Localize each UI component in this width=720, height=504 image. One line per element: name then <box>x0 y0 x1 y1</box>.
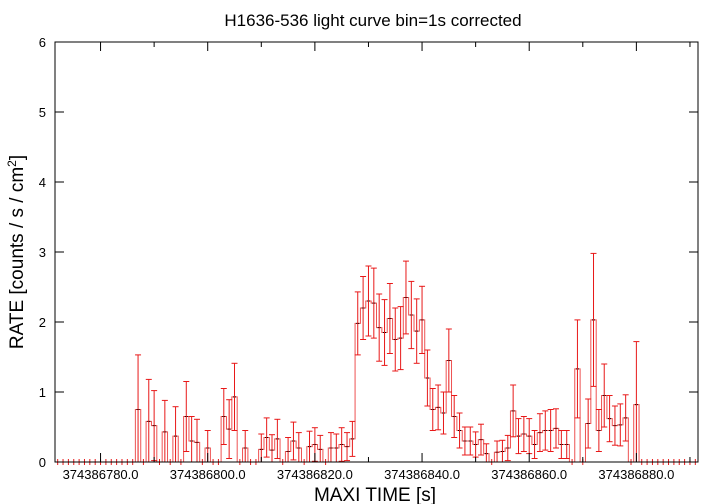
y-axis-label-main: RATE [counts / s / cm <box>7 167 28 349</box>
y-axis-label-sup: 2 <box>5 160 19 167</box>
y-axis-label: RATE [counts / s / cm2] <box>5 155 28 349</box>
y-tick-label: 2 <box>39 315 46 330</box>
x-tick-label: 374386800.0 <box>170 467 246 482</box>
x-tick-label: 374386880.0 <box>598 467 674 482</box>
y-tick-label: 5 <box>39 105 46 120</box>
x-tick-label: 374386860.0 <box>491 467 567 482</box>
y-tick-label: 6 <box>39 35 46 50</box>
x-tick-label: 374386840.0 <box>384 467 460 482</box>
y-tick-label: 0 <box>39 455 46 470</box>
x-tick-label: 374386780.0 <box>63 467 139 482</box>
series-step-line <box>55 297 698 463</box>
x-axis-label: MAXI TIME [s] <box>314 485 436 504</box>
chart-title: H1636-536 light curve bin=1s corrected <box>224 11 521 30</box>
y-tick-label: 1 <box>39 385 46 400</box>
ticks-layer: 374386780.0 374386800.0 374386820.0 3743868… <box>39 35 698 482</box>
y-tick-label: 4 <box>39 175 46 190</box>
y-axis-label-close: ] <box>7 155 28 160</box>
series-layer <box>55 252 698 465</box>
y-tick-label: 3 <box>39 245 46 260</box>
x-tick-label: 374386820.0 <box>277 467 353 482</box>
